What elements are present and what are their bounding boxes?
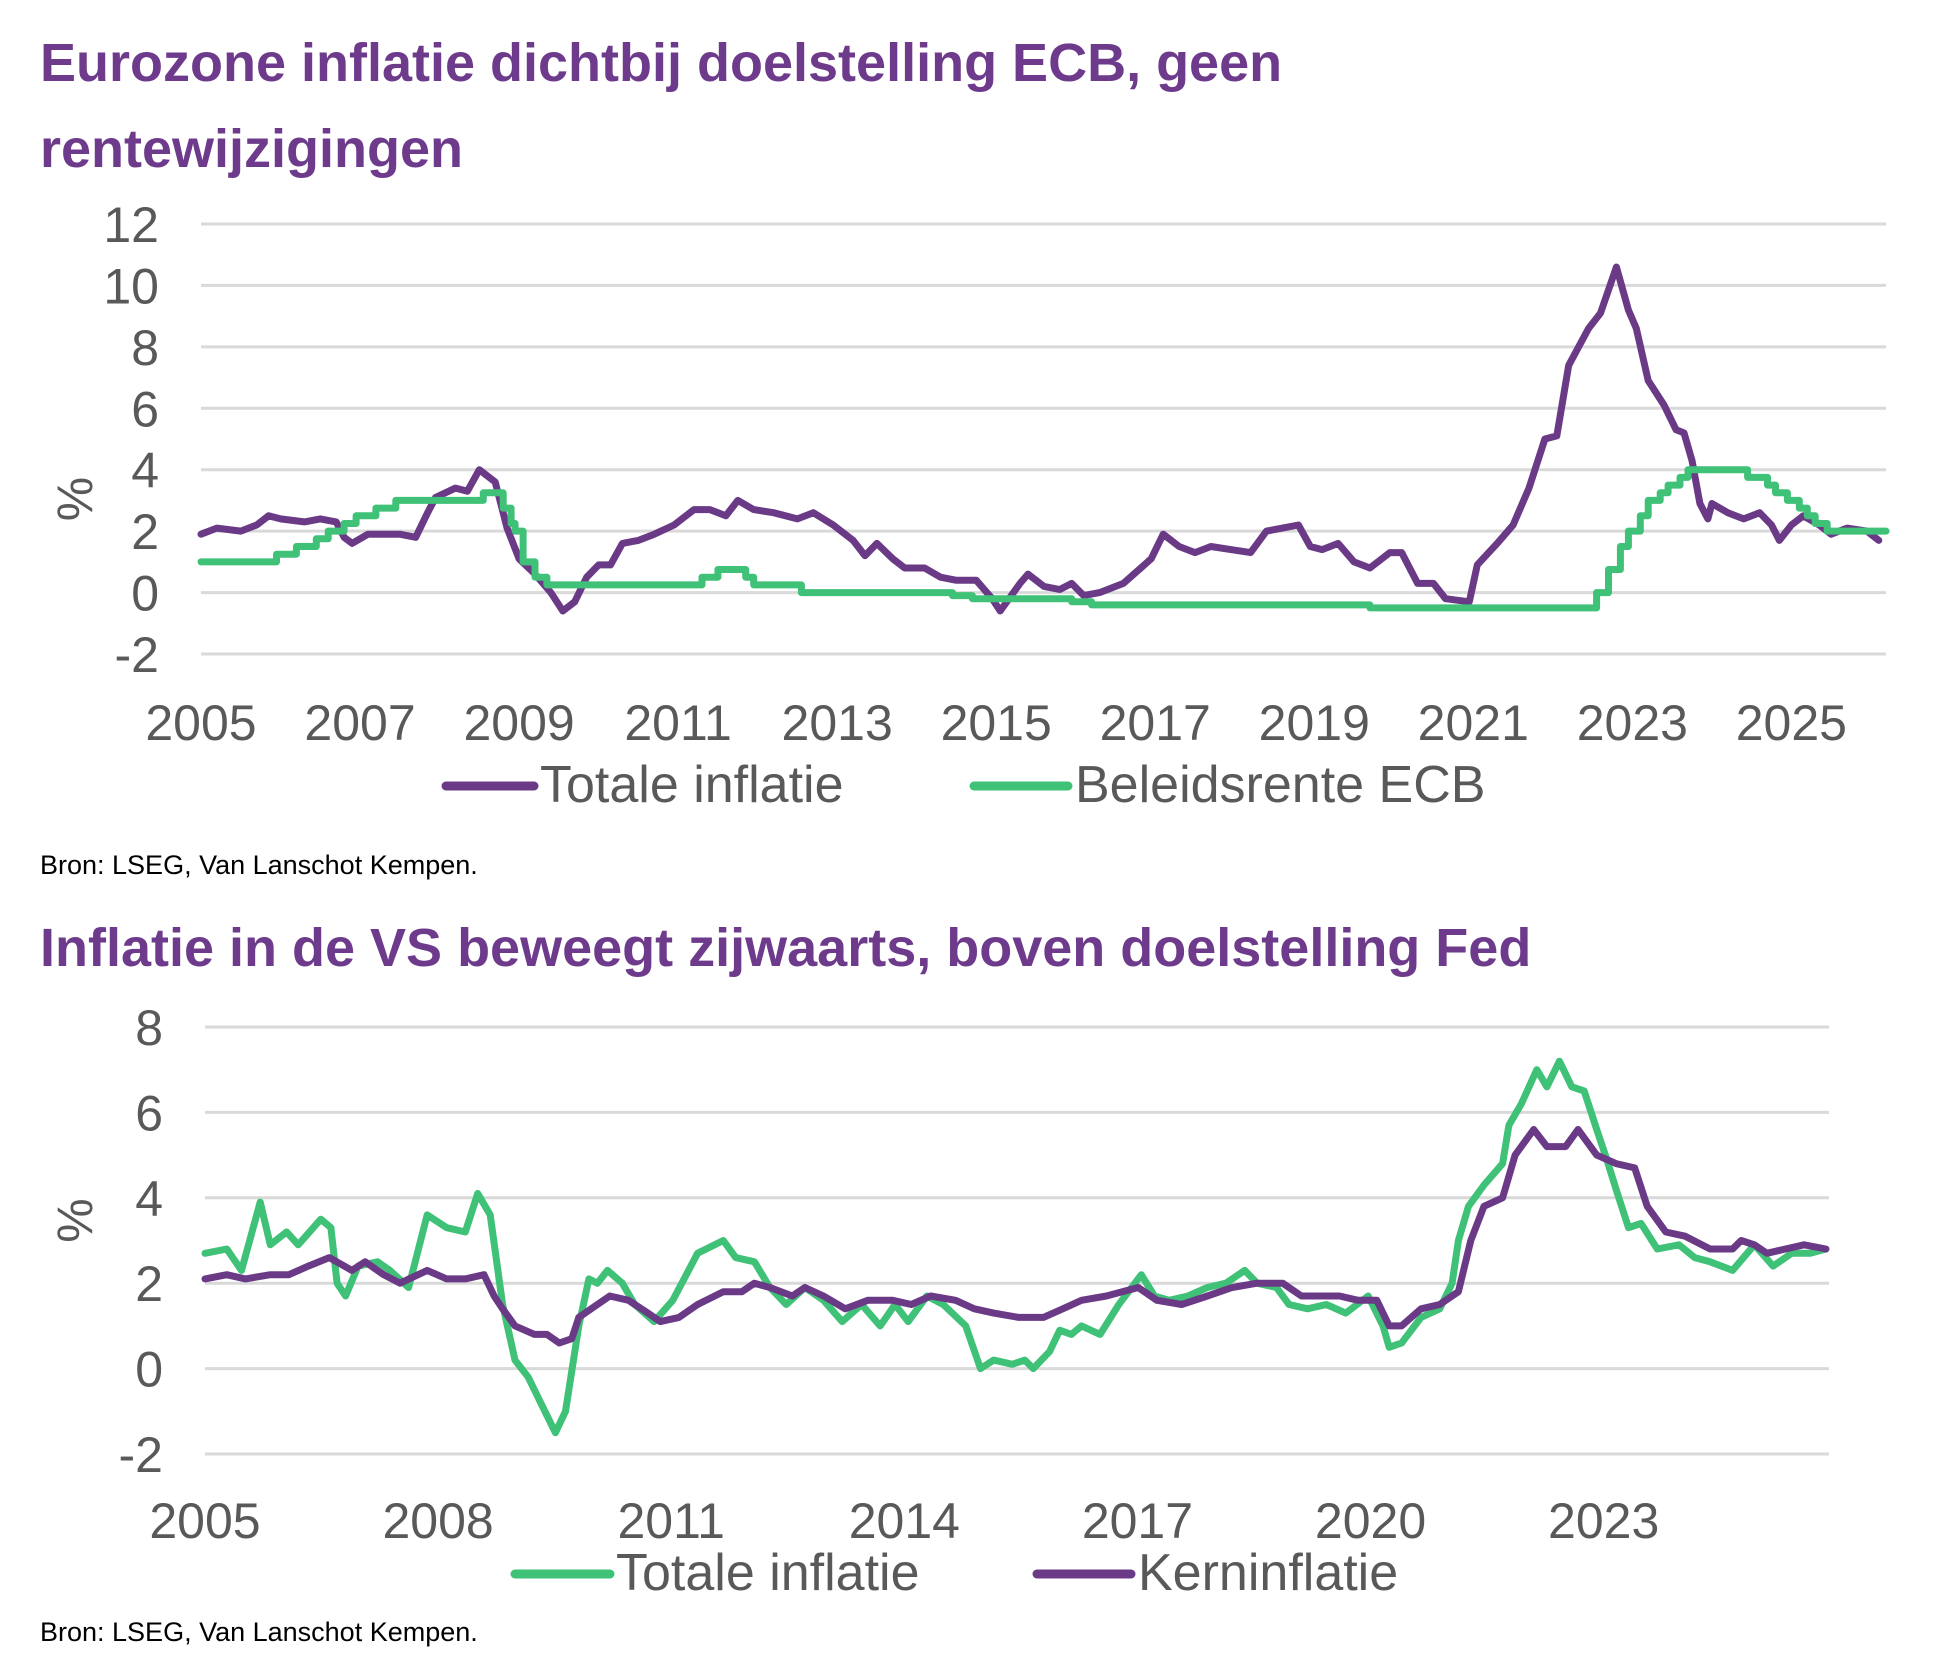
y-tick-label: 8 bbox=[135, 1000, 163, 1056]
legend-label: Totale inflatie bbox=[616, 1544, 920, 1602]
y-tick-label: 4 bbox=[135, 1171, 163, 1227]
x-tick-label: 2005 bbox=[145, 695, 256, 751]
y-tick-label: -2 bbox=[119, 1427, 163, 1483]
x-tick-label: 2009 bbox=[463, 695, 574, 751]
x-tick-label: 2014 bbox=[849, 1493, 960, 1549]
x-tick-label: 2021 bbox=[1418, 695, 1529, 751]
legend-label: Kerninflatie bbox=[1138, 1544, 1398, 1602]
y-tick-label: 12 bbox=[103, 197, 159, 253]
y-tick-label: 4 bbox=[131, 443, 159, 499]
y-tick-label: 6 bbox=[131, 381, 159, 437]
y-tick-label: 0 bbox=[135, 1342, 163, 1398]
y-tick-label: 2 bbox=[135, 1256, 163, 1312]
chart-2-source: Bron: LSEG, Van Lanschot Kempen. bbox=[40, 1617, 478, 1647]
series-line-totale-inflatie bbox=[201, 1057, 1830, 1437]
x-tick-label: 2011 bbox=[624, 695, 732, 751]
chart-1-title: Eurozone inflatie dichtbij doelstelling … bbox=[40, 33, 1283, 179]
series-line-totale-inflatie bbox=[197, 263, 1883, 615]
chart-2-title: Inflatie in de VS beweegt zijwaarts, bov… bbox=[40, 918, 1532, 978]
y-tick-label: 10 bbox=[103, 258, 159, 314]
x-tick-label: 2023 bbox=[1577, 695, 1688, 751]
y-tick-label: 6 bbox=[135, 1085, 163, 1141]
x-tick-label: 2015 bbox=[941, 695, 1052, 751]
x-tick-label: 2005 bbox=[149, 1493, 260, 1549]
x-tick-label: 2013 bbox=[782, 695, 893, 751]
x-tick-label: 2017 bbox=[1100, 695, 1211, 751]
x-tick-label: 2008 bbox=[382, 1493, 493, 1549]
x-tick-label: 2007 bbox=[304, 695, 415, 751]
y-tick-label: 0 bbox=[131, 566, 159, 622]
chart-1-source: Bron: LSEG, Van Lanschot Kempen. bbox=[40, 850, 478, 880]
x-tick-label: 2020 bbox=[1315, 1493, 1426, 1549]
x-tick-label: 2023 bbox=[1548, 1493, 1659, 1549]
x-tick-label: 2011 bbox=[617, 1493, 725, 1549]
y-axis-label: % bbox=[47, 1198, 103, 1242]
y-axis-label: % bbox=[47, 477, 103, 521]
x-tick-label: 2025 bbox=[1736, 695, 1847, 751]
x-tick-label: 2019 bbox=[1259, 695, 1370, 751]
y-tick-label: 8 bbox=[131, 320, 159, 376]
series-line-kerninflatie bbox=[201, 1126, 1830, 1347]
legend-label: Totale inflatie bbox=[540, 756, 844, 814]
y-tick-label: 2 bbox=[131, 504, 159, 560]
legend-label: Beleidsrente ECB bbox=[1075, 756, 1485, 814]
y-tick-label: -2 bbox=[115, 627, 159, 683]
x-tick-label: 2017 bbox=[1082, 1493, 1193, 1549]
series-line-beleidsrente-ecb bbox=[197, 466, 1890, 612]
